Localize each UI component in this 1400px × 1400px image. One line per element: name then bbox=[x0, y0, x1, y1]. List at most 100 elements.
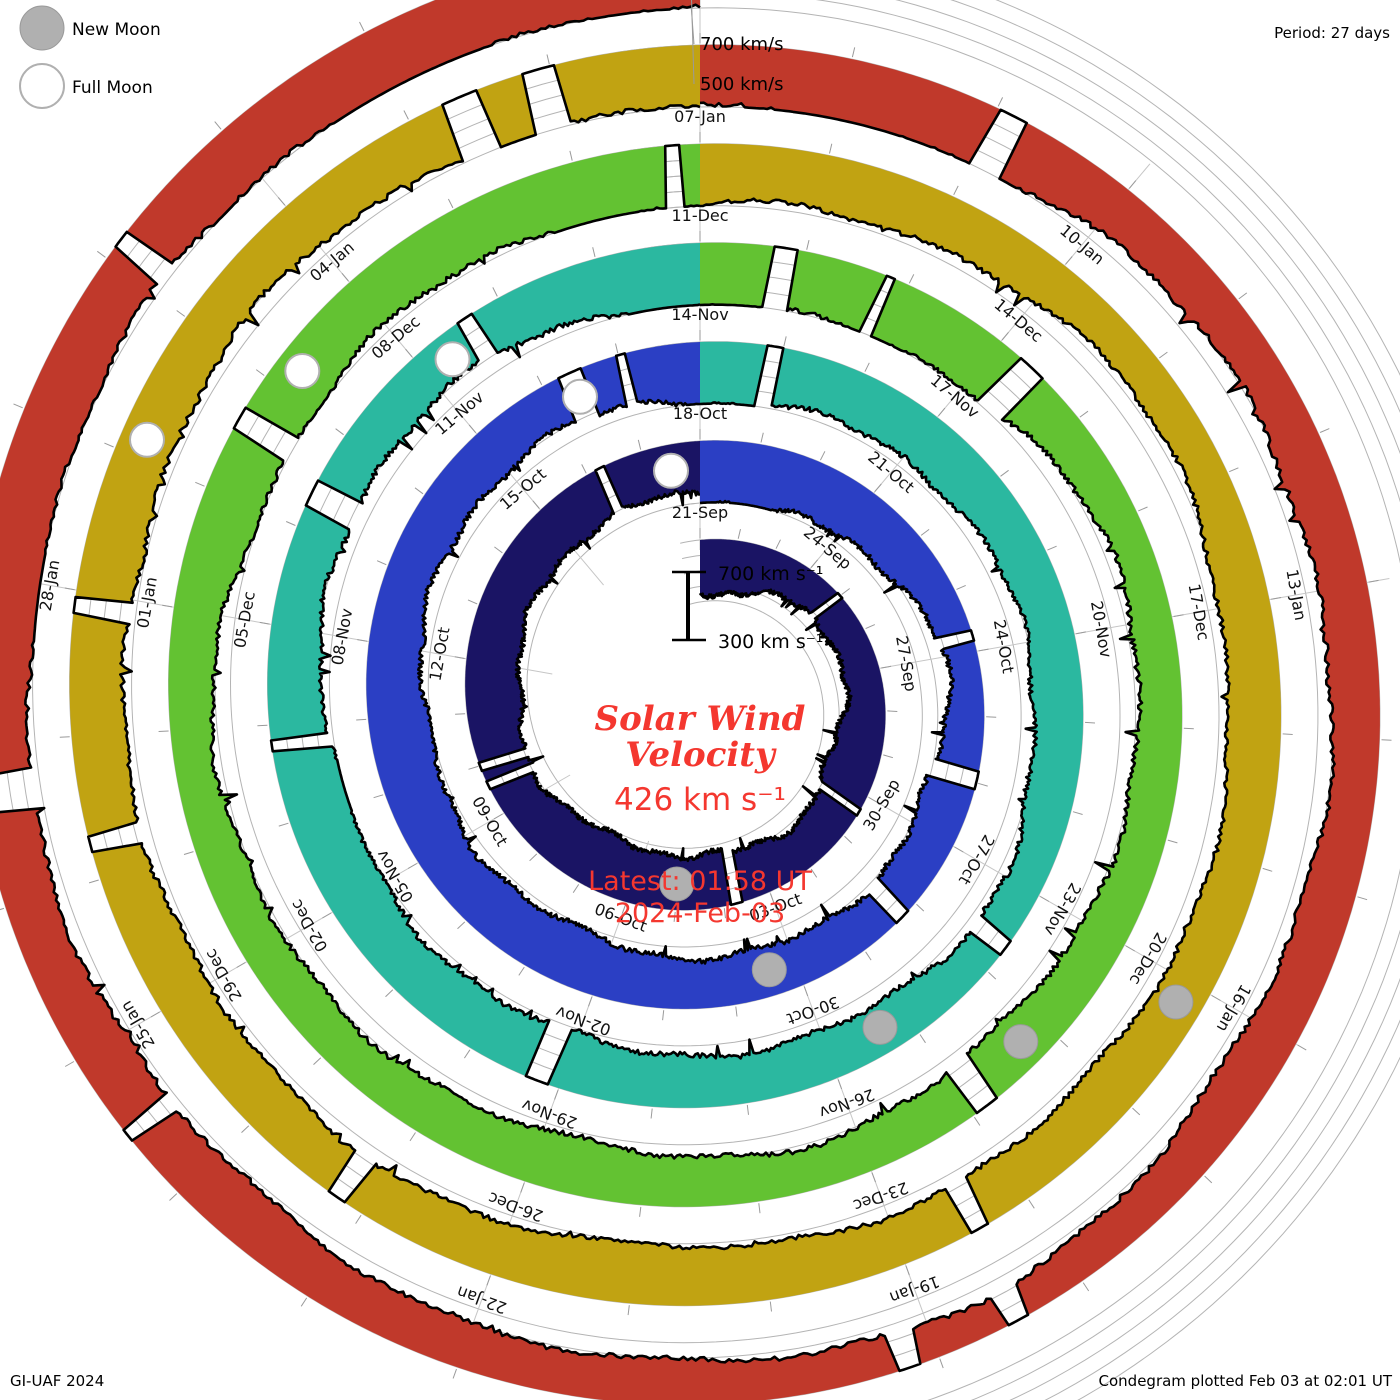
day-tick bbox=[59, 736, 70, 738]
day-tick bbox=[520, 1182, 525, 1193]
day-tick bbox=[637, 439, 642, 450]
day-tick bbox=[770, 893, 775, 904]
day-tick bbox=[1282, 733, 1293, 735]
outer-leader-lines bbox=[690, 0, 695, 85]
day-tick bbox=[920, 529, 930, 536]
day-tick bbox=[997, 97, 1004, 107]
day-tick bbox=[104, 442, 114, 448]
day-tick bbox=[486, 1275, 491, 1286]
rotation-band bbox=[465, 441, 886, 911]
day-tick bbox=[546, 54, 550, 65]
day-tick bbox=[169, 1193, 178, 1201]
date-label: 27-Sep bbox=[892, 634, 920, 693]
day-tick bbox=[1357, 896, 1368, 901]
day-tick bbox=[868, 797, 878, 803]
day-tick bbox=[463, 1049, 471, 1059]
day-tick bbox=[908, 274, 915, 284]
new-moon-icon bbox=[19, 5, 65, 51]
moon-phase-layer bbox=[129, 341, 1194, 1060]
day-tick bbox=[277, 197, 286, 206]
day-tick bbox=[572, 884, 580, 893]
day-tick bbox=[639, 1206, 642, 1217]
day-tick bbox=[1132, 1107, 1141, 1116]
day-tick bbox=[355, 1214, 362, 1224]
new-moon-marker bbox=[1003, 1024, 1039, 1060]
day-tick bbox=[1381, 739, 1392, 741]
new-moon-marker bbox=[659, 866, 695, 902]
day-tick bbox=[1125, 945, 1135, 952]
day-tick bbox=[883, 754, 894, 759]
date-label: 20-Nov bbox=[1087, 599, 1116, 659]
date-label: 14-Nov bbox=[671, 305, 728, 324]
date-label: 05-Dec bbox=[230, 590, 259, 650]
date-label: 21-Sep bbox=[672, 503, 728, 522]
date-label: 08-Nov bbox=[328, 607, 357, 667]
velocity-trace bbox=[209, 143, 1144, 1160]
day-tick bbox=[64, 587, 75, 591]
day-tick bbox=[986, 716, 997, 718]
day-tick bbox=[1183, 727, 1194, 730]
date-label: 19-Jan bbox=[887, 1272, 942, 1308]
day-tick bbox=[176, 310, 186, 317]
velocity-trace bbox=[72, 63, 1231, 1251]
day-tick bbox=[162, 604, 173, 608]
day-tick bbox=[673, 911, 676, 922]
day-tick bbox=[1076, 631, 1087, 635]
day-tick bbox=[1159, 351, 1168, 359]
spiral-gridline bbox=[328, 305, 1022, 1047]
day-tick bbox=[723, 908, 726, 919]
day-tick bbox=[236, 962, 246, 968]
day-tick bbox=[1072, 811, 1083, 815]
day-tick bbox=[760, 432, 764, 443]
full-moon-marker bbox=[653, 452, 689, 489]
date-label: 26-Nov bbox=[817, 1085, 877, 1122]
page-title-line1: Solar Wind bbox=[595, 699, 806, 739]
day-tick bbox=[735, 1006, 738, 1017]
day-tick bbox=[581, 464, 587, 474]
day-tick bbox=[829, 143, 833, 154]
day-tick bbox=[195, 481, 205, 487]
day-tick bbox=[905, 1265, 910, 1276]
scale-bar-top-label: 700 km s⁻¹ bbox=[718, 563, 823, 585]
center-title-block: Solar Wind Velocity 426 km s⁻¹ Latest: 0… bbox=[588, 699, 812, 929]
full-moon-marker bbox=[284, 353, 321, 389]
page-title-line2: Velocity bbox=[625, 735, 777, 775]
day-tick bbox=[341, 272, 349, 282]
day-tick bbox=[322, 912, 332, 919]
day-tick bbox=[919, 1034, 926, 1044]
day-tick bbox=[1065, 256, 1073, 265]
day-tick bbox=[1204, 1175, 1213, 1184]
day-tick bbox=[532, 500, 540, 509]
day-tick bbox=[650, 1108, 653, 1119]
rotation-band bbox=[69, 45, 1282, 1306]
current-velocity-value: 426 km s⁻¹ bbox=[614, 782, 786, 818]
day-tick bbox=[588, 996, 593, 1007]
radial-gridline bbox=[847, 577, 1390, 675]
day-tick bbox=[662, 1010, 665, 1021]
day-tick bbox=[97, 250, 106, 258]
axis-tick-500: 500 km/s bbox=[700, 74, 783, 95]
legend: New Moon Full Moon bbox=[19, 5, 161, 109]
velocity-trace bbox=[269, 303, 1039, 1086]
day-tick bbox=[492, 287, 498, 297]
day-tick bbox=[554, 1089, 559, 1100]
day-tick bbox=[313, 1057, 322, 1065]
date-label: 02-Dec bbox=[287, 896, 332, 955]
day-tick bbox=[865, 624, 875, 630]
date-label: 23-Dec bbox=[851, 1178, 911, 1215]
day-tick bbox=[775, 539, 781, 549]
day-tick bbox=[403, 110, 409, 120]
day-tick bbox=[954, 846, 964, 853]
full-moon-marker bbox=[562, 378, 598, 415]
day-tick bbox=[1060, 1039, 1069, 1048]
date-label: 27-Oct bbox=[955, 832, 999, 888]
spiral-gridline bbox=[526, 503, 825, 849]
day-tick bbox=[1211, 995, 1221, 1001]
day-tick bbox=[881, 665, 892, 669]
day-tick bbox=[841, 588, 851, 595]
date-label: 17-Dec bbox=[1185, 582, 1214, 642]
day-tick bbox=[1138, 506, 1148, 512]
new-moon-marker bbox=[862, 1009, 898, 1045]
